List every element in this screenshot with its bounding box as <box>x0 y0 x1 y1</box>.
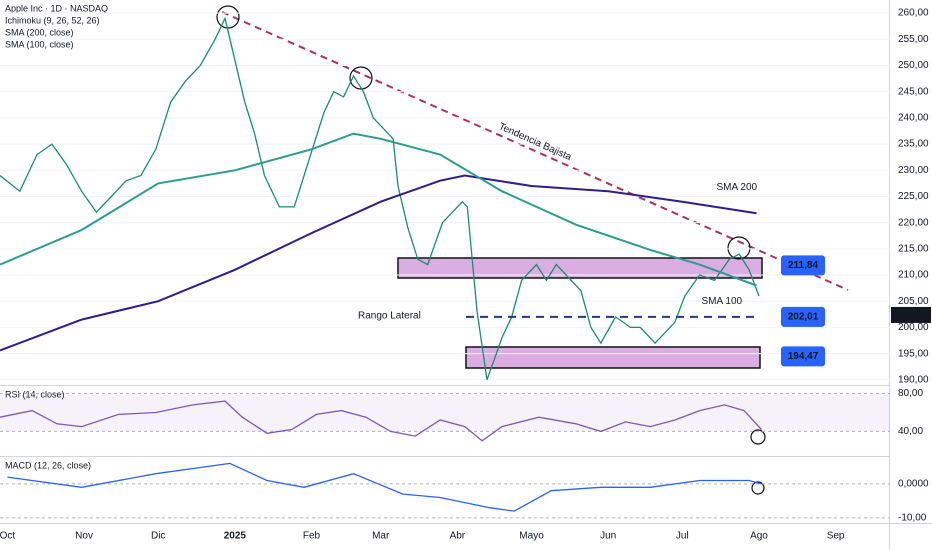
last-price-label: 202,38 <box>896 310 927 321</box>
y-tick-label: 200,00 <box>898 322 929 333</box>
y-tick-label: 260,00 <box>898 8 929 19</box>
level-label: 211,84 <box>788 260 818 271</box>
y-tick-label: 255,00 <box>898 34 929 45</box>
level-badge <box>781 255 825 276</box>
x-tick-label: Abr <box>450 531 466 542</box>
legend: Apple Inc · 1D · NASDAQ Ichimoku (9, 26,… <box>5 3 108 470</box>
y-tick-label: 205,00 <box>898 296 929 307</box>
x-tick-label: Dic <box>151 531 165 542</box>
annotation: Rango Lateral <box>358 311 421 322</box>
trend-line <box>221 11 849 291</box>
x-tick-label: Sep <box>827 531 845 542</box>
y-tick-label: 80,00 <box>898 388 923 399</box>
x-tick-label: Feb <box>303 531 321 542</box>
y-tick-label: 240,00 <box>898 113 929 124</box>
series-line <box>0 132 757 287</box>
rsi-band <box>0 393 890 432</box>
y-tick-label: 235,00 <box>898 139 929 150</box>
range-box <box>465 346 761 369</box>
y-tick-label: 245,00 <box>898 86 929 97</box>
series-label: SMA 200 <box>717 182 758 193</box>
level-badge <box>781 346 825 367</box>
highlight-circle <box>727 236 751 260</box>
y-tick-label: 250,00 <box>898 60 929 71</box>
series-label: SMA 100 <box>702 296 743 307</box>
level-label: 202,01 <box>788 312 819 323</box>
x-tick-label: Jul <box>676 531 689 542</box>
series-line <box>0 174 757 352</box>
rsi-title: RSI (14, close) <box>5 389 65 399</box>
highlight-circle <box>216 5 240 29</box>
indicator-label: Ichimoku (9, 26, 52, 26) <box>5 15 100 25</box>
last-price-badge <box>891 306 931 323</box>
y-tick-label: 210,00 <box>898 270 929 281</box>
panel-divider <box>0 523 932 524</box>
indicator-label: SMA (200, close) <box>5 27 74 37</box>
x-tick-label: Oct <box>0 531 15 542</box>
level-badge <box>781 306 825 327</box>
x-tick-label: 2025 <box>224 531 247 542</box>
panel-divider <box>0 456 890 457</box>
x-tick-label: Nov <box>75 531 93 542</box>
series-line <box>7 462 762 512</box>
y-tick-label: 220,00 <box>898 217 929 228</box>
y-tick-label: 40,00 <box>898 426 923 437</box>
series-line <box>0 400 762 442</box>
x-tick-label: Mayo <box>519 531 544 542</box>
indicator-label: SMA (100, close) <box>5 39 74 49</box>
highlight-circle <box>751 481 765 495</box>
y-tick-label: 225,00 <box>898 191 929 202</box>
x-tick-label: Ago <box>750 531 768 542</box>
y-tick-label: 0,0000 <box>898 479 929 490</box>
y-tick-label: 215,00 <box>898 243 929 254</box>
level-label: 194,47 <box>788 351 819 362</box>
y-tick-label: -10,00 <box>898 513 927 524</box>
highlight-circle <box>750 429 766 445</box>
y-tick-label: 195,00 <box>898 348 929 359</box>
panel-divider <box>0 385 890 386</box>
symbol-title: Apple Inc · 1D · NASDAQ <box>5 3 108 13</box>
range-box <box>397 257 763 279</box>
x-tick-label: Mar <box>372 531 390 542</box>
y-tick-label: 190,00 <box>898 374 929 385</box>
macd-title: MACD (12, 26, close) <box>5 460 91 470</box>
y-tick-label: 230,00 <box>898 165 929 176</box>
x-tick-label: Jun <box>600 531 616 542</box>
series-line <box>0 16 760 381</box>
